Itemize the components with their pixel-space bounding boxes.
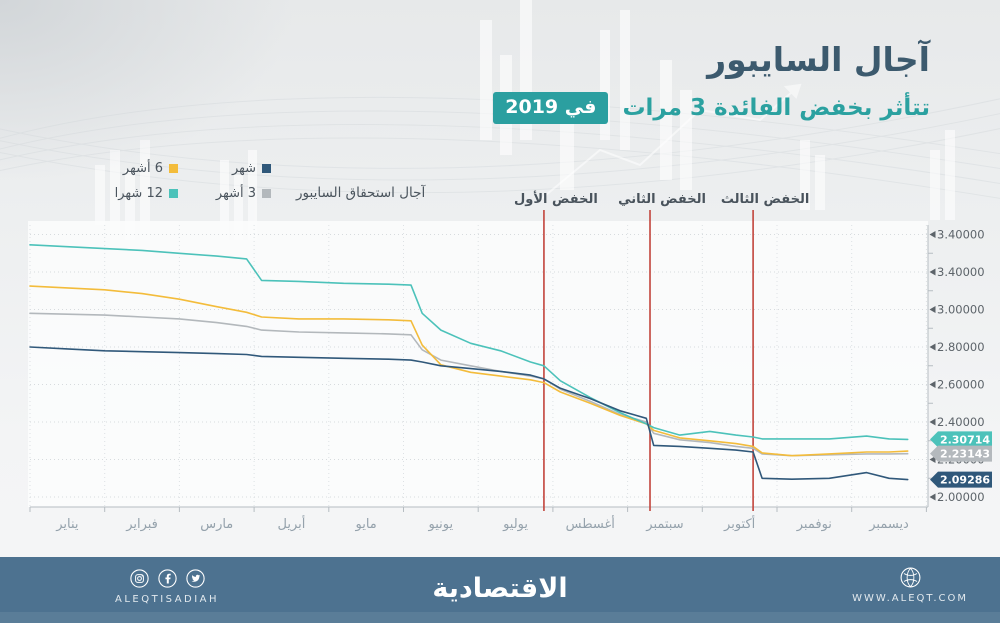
aleqtisadiah-logo: الاقتصادية xyxy=(432,573,568,604)
y-tick-label: 3.00000 xyxy=(937,303,985,317)
month-label: فبراير xyxy=(125,517,158,532)
legend-swatch-12m xyxy=(169,188,178,198)
y-tick-arrow xyxy=(929,343,936,351)
value-badge-label: 2.30714 xyxy=(940,433,990,446)
y-tick-arrow xyxy=(929,231,936,238)
value-badge xyxy=(930,431,992,448)
month-label: أبريل xyxy=(278,515,306,532)
y-tick-label: 2.40000 xyxy=(937,415,985,429)
month-label: سبتمبر xyxy=(645,517,683,532)
header: آجال السايبور تتأثر بخفض الفائدة 3 مرات … xyxy=(493,40,930,125)
page-title: آجال السايبور xyxy=(707,40,930,79)
month-label: يوليو xyxy=(502,517,528,532)
y-tick-label: 2.00000 xyxy=(937,490,985,504)
y-tick-label: 3.40000 xyxy=(937,265,985,279)
month-label: أكتوبر xyxy=(723,515,755,532)
page-subtitle: تتأثر بخفض الفائدة 3 مرات xyxy=(622,95,930,122)
legend-label-1m: شهر xyxy=(231,161,256,176)
legend-item-6m: 6 أشهر xyxy=(103,161,178,176)
y-tick-arrow xyxy=(929,268,936,276)
footer-strip xyxy=(0,612,1000,623)
legend-swatch-3m xyxy=(262,188,271,198)
month-label: نوفمبر xyxy=(796,517,832,532)
globe-icon xyxy=(852,567,968,588)
series-line-3m xyxy=(29,312,909,457)
series-line-1m xyxy=(29,346,909,481)
series-line-6m xyxy=(29,285,909,457)
legend-item-3m: 3 أشهر xyxy=(203,186,271,201)
value-badge xyxy=(930,445,992,462)
chart-legend: 6 أشهر شهر 12 شهرا 3 أشهر آجال استحقاق ا… xyxy=(103,161,426,201)
rate-cut-label: الخفض الأول xyxy=(514,190,598,207)
month-label: يناير xyxy=(55,517,79,532)
y-tick-label: 2.20000 xyxy=(937,453,985,467)
legend-label-12m: 12 شهرا xyxy=(114,185,163,201)
y-tick-arrow xyxy=(929,456,936,463)
month-label: ديسمبر xyxy=(868,517,909,532)
website-url[interactable]: WWW.ALEQT.COM xyxy=(852,593,968,604)
rate-cut-label: الخفض الثاني xyxy=(618,192,706,207)
value-badge-label: 2.23143 xyxy=(940,448,990,461)
y-tick-label: 2.80000 xyxy=(937,340,985,354)
month-label: مايو xyxy=(355,517,377,532)
legend-item-12m: 12 شهرا xyxy=(103,186,178,201)
legend-label-6m: 6 أشهر xyxy=(122,161,163,176)
y-tick-arrow xyxy=(929,418,936,426)
value-badge-label: 2.09286 xyxy=(940,474,990,487)
month-label: يونيو xyxy=(428,517,454,532)
month-label: مارس xyxy=(200,517,233,532)
y-tick-label: 2.60000 xyxy=(937,378,985,392)
y-tick-label: 3.40000 xyxy=(937,228,985,242)
plot-area xyxy=(28,221,928,507)
legend-title: آجال استحقاق السايبور xyxy=(296,185,426,201)
legend-item-1m: شهر xyxy=(203,161,271,176)
series-line-12m xyxy=(29,244,909,441)
month-label: أغسطس xyxy=(566,515,615,532)
rate-cut-label: الخفض الثالث xyxy=(721,192,810,207)
legend-swatch-6m xyxy=(169,164,178,173)
legend-swatch-1m xyxy=(262,164,271,173)
y-tick-arrow xyxy=(929,493,936,501)
footer: ALEQTISADIAH الاقتصادية WWW.ALEQT.COM xyxy=(0,557,1000,623)
year-badge: في 2019 xyxy=(493,92,609,125)
y-tick-arrow xyxy=(929,381,936,388)
value-badge xyxy=(930,471,992,488)
y-tick-arrow xyxy=(929,306,936,313)
legend-label-3m: 3 أشهر xyxy=(215,185,256,201)
